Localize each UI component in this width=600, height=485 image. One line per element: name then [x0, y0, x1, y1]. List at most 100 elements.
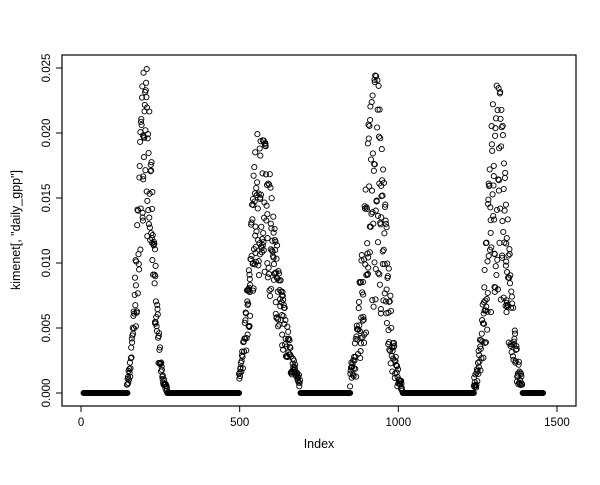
data-point [513, 343, 520, 350]
data-point [506, 246, 513, 253]
data-point [262, 143, 269, 150]
data-point [484, 326, 491, 333]
data-point [347, 383, 354, 390]
data-point [470, 389, 477, 397]
data-point [386, 298, 393, 305]
data-point [365, 135, 372, 142]
data-point [499, 218, 506, 225]
data-point [255, 272, 263, 279]
data-point [266, 181, 273, 188]
data-point [380, 246, 387, 253]
data-point [257, 152, 264, 159]
data-point [154, 301, 161, 308]
data-point [270, 254, 277, 261]
data-point [388, 324, 395, 331]
data-point [356, 322, 363, 329]
data-point [504, 216, 511, 223]
data-point [381, 203, 389, 211]
data-point [148, 159, 155, 166]
data-point [126, 359, 133, 366]
data-point [251, 198, 258, 205]
data-point [394, 363, 401, 370]
data-point [374, 106, 381, 113]
data-point [361, 331, 368, 338]
data-point [266, 287, 273, 294]
data-point [369, 297, 376, 304]
data-point [164, 389, 171, 397]
data-point [485, 252, 492, 259]
data-point [279, 292, 286, 299]
data-point [273, 255, 280, 262]
data-point [361, 339, 368, 346]
data-point [243, 335, 250, 342]
data-point [253, 228, 260, 235]
data-point [501, 174, 508, 181]
data-point [368, 187, 376, 194]
data-point [126, 369, 133, 376]
data-point [151, 280, 158, 287]
data-point [497, 115, 504, 122]
data-point [140, 154, 147, 161]
data-point [254, 205, 261, 212]
data-point [282, 317, 289, 324]
data-point [146, 108, 153, 115]
data-point [491, 216, 498, 223]
data-point [250, 172, 257, 179]
data-point [148, 167, 155, 174]
data-point [482, 339, 489, 346]
data-point [483, 239, 490, 246]
data-point [246, 284, 253, 291]
data-point [163, 383, 170, 390]
data-point [380, 179, 388, 186]
data-point [151, 240, 158, 247]
data-point [479, 317, 486, 324]
data-point [497, 88, 504, 96]
data-point [142, 127, 149, 134]
data-point [512, 330, 519, 337]
data-point [257, 191, 264, 198]
data-point [369, 150, 376, 157]
data-point [366, 249, 373, 256]
data-point [492, 132, 499, 139]
data-point [486, 182, 493, 189]
data-point [511, 327, 518, 334]
data-point [268, 195, 275, 202]
data-point [264, 235, 271, 242]
data-point [258, 249, 265, 256]
data-point [253, 184, 260, 192]
data-point [277, 277, 284, 284]
data-point [246, 322, 253, 330]
data-point [499, 252, 506, 259]
data-point [267, 184, 274, 191]
data-point [356, 328, 363, 335]
data-point [510, 304, 517, 311]
data-point [269, 237, 276, 244]
data-point [250, 285, 257, 292]
x-tick-label: 1500 [544, 417, 570, 429]
data-point [351, 357, 358, 364]
data-point [377, 306, 384, 313]
data-point [241, 319, 248, 326]
data-point [255, 237, 262, 244]
data-point [492, 115, 500, 122]
data-point [494, 286, 501, 293]
data-point [287, 344, 294, 351]
data-point [372, 296, 379, 303]
data-point [286, 337, 293, 344]
data-point [144, 197, 151, 204]
data-point [481, 284, 488, 291]
data-point [372, 207, 379, 214]
data-point [239, 365, 246, 372]
data-point [474, 378, 481, 385]
data-point [246, 276, 253, 283]
data-point [279, 288, 286, 295]
data-point [128, 354, 135, 361]
data-point [296, 377, 304, 384]
data-point [498, 106, 505, 113]
y-tick-label: 0.020 [41, 119, 53, 148]
data-point [148, 230, 155, 237]
data-point [247, 281, 254, 288]
data-point [503, 235, 510, 242]
data-point [480, 320, 488, 327]
